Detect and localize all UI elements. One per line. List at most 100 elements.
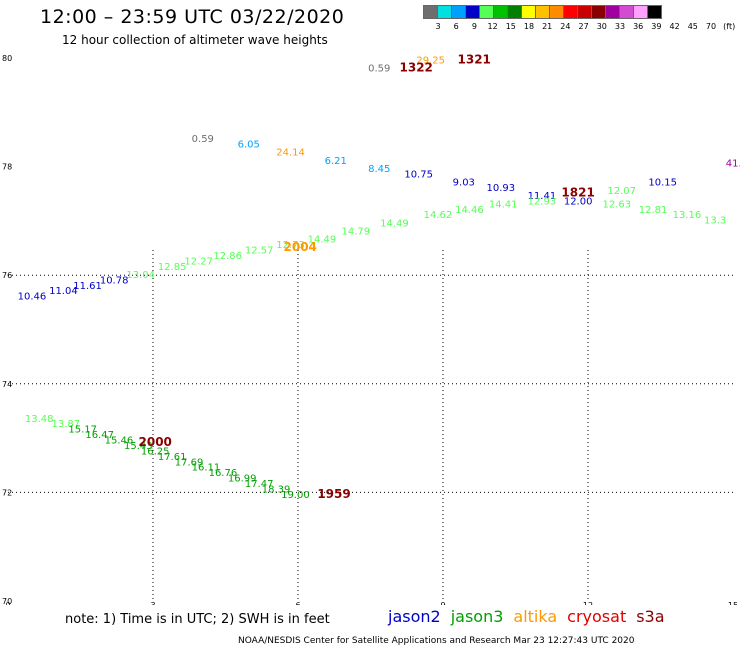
color-scale-label: (ft) — [723, 22, 736, 31]
wave-height-label: 16.11 — [192, 463, 221, 474]
wave-height-label: 13.87 — [52, 419, 81, 430]
legend-altika: altika — [513, 607, 558, 626]
color-scale-label: 70 — [705, 22, 717, 31]
wave-height-label: 10.15 — [648, 178, 677, 189]
color-scale-label: 15 — [505, 22, 516, 31]
y-tick-label: 74 — [2, 380, 12, 389]
footnote: note: 1) Time is in UTC; 2) SWH is in fe… — [65, 612, 330, 627]
wave-height-label: 13.04 — [126, 270, 155, 281]
pass-time-label: 1959 — [317, 487, 350, 501]
wave-height-label: 12.85 — [158, 262, 187, 273]
wave-height-label: 16.99 — [228, 474, 257, 485]
plot-grid — [8, 250, 733, 601]
wave-height-label: 24.14 — [276, 148, 305, 159]
wave-height-label: 10.75 — [404, 169, 433, 180]
wave-height-label: 16.76 — [209, 468, 238, 479]
wave-height-label: 12.73 — [276, 240, 305, 251]
color-scale-label: 39 — [651, 22, 662, 31]
color-scale-label: 42 — [669, 22, 680, 31]
wave-height-label: 12.57 — [245, 245, 274, 256]
wave-height-label: 18.39 — [262, 484, 291, 495]
pass-time-label: 1821 — [561, 185, 594, 199]
wave-height-label: 13.16 — [673, 210, 702, 221]
color-scale-label: 27 — [578, 22, 589, 31]
legend-jason3: jason3 — [450, 607, 504, 626]
wave-height-label: 29.25 — [416, 55, 445, 66]
axis-ticks: 0 3 6 9 12 15 70 72 74 76 78 80 — [2, 54, 738, 605]
color-scale-label: 33 — [614, 22, 626, 31]
wave-height-label: 13.48 — [25, 414, 54, 425]
y-tick-label: 78 — [2, 163, 12, 172]
wave-height-label: 9.03 — [453, 178, 475, 189]
chart-title: 12:00 – 23:59 UTC 03/22/2020 — [40, 6, 345, 28]
wave-height-label: 17.61 — [158, 452, 187, 463]
color-scale-label: 21 — [542, 22, 553, 31]
x-tick-label: 0 — [5, 601, 10, 605]
pass-time-label: 1322 — [400, 61, 433, 75]
x-tick-label: 9 — [440, 601, 445, 605]
wave-height-label: 6.21 — [325, 156, 347, 167]
wave-height-label: 11.04 — [49, 286, 78, 297]
wave-height-label: 19.00 — [281, 490, 310, 501]
wave-height-label: 15.46 — [105, 436, 134, 447]
credit-line: NOAA/NESDIS Center for Satellite Applica… — [238, 636, 635, 646]
wave-height-label: 11.61 — [73, 281, 102, 292]
color-scale-label: 30 — [596, 22, 607, 31]
wave-height-label: 12.63 — [603, 199, 632, 210]
x-tick-label: 12 — [583, 601, 593, 605]
color-scale-label: 12 — [487, 22, 498, 31]
color-scale-label: 6 — [453, 22, 459, 31]
legend-s3a: s3a — [636, 607, 665, 626]
color-scale-label: 18 — [523, 22, 535, 31]
pass-time-label: 1321 — [458, 52, 491, 66]
chart-subtitle: 12 hour collection of altimeter wave hei… — [62, 33, 328, 47]
wave-height-label: 16.25 — [141, 446, 170, 457]
wave-height-label: 10.93 — [487, 183, 516, 194]
color-scale-label: 36 — [633, 22, 644, 31]
wave-height-label: 41. — [726, 159, 740, 170]
wave-height-label: 0.59 — [192, 134, 214, 145]
wave-height-label: 14.46 — [455, 205, 484, 216]
wave-height-label: 12.27 — [184, 256, 213, 267]
wave-height-label: 14.49 — [380, 218, 409, 229]
wave-height-label: 14.49 — [308, 235, 337, 246]
wave-height-label: 14.41 — [489, 199, 518, 210]
pass-time-label: 2000 — [139, 435, 172, 449]
wave-height-plot: 0 3 6 9 12 15 70 72 74 76 78 80 0.59 29.25 0.59 6.05 24… — [2, 52, 740, 605]
wave-height-label: 15.43 — [124, 441, 153, 452]
wave-height-label: 8.45 — [368, 164, 390, 175]
wave-height-label: 12.00 — [564, 197, 593, 208]
color-scale-label: 24 — [560, 22, 571, 31]
legend-cryosat: cryosat — [567, 607, 627, 626]
wave-height-label: 14.79 — [342, 226, 371, 237]
y-tick-label: 80 — [2, 54, 12, 63]
wave-height-labels: 0.59 29.25 0.59 6.05 24.14 6.21 8.45 10.75 9.03 1… — [18, 52, 740, 500]
pass-time-label: 2004 — [284, 240, 317, 254]
x-tick-label: 15 — [728, 601, 738, 605]
wave-height-label: 10.78 — [100, 275, 129, 286]
wave-height-label: 15.17 — [68, 425, 97, 436]
color-swatch — [647, 5, 662, 19]
wave-height-label: 10.46 — [18, 292, 47, 303]
wave-height-label: 17.47 — [245, 479, 274, 490]
wave-height-label: 6.05 — [238, 140, 260, 151]
satellite-legend: jason2 jason3 altika cryosat s3a — [388, 607, 675, 626]
wave-height-label: 14.62 — [424, 210, 453, 221]
color-scale-labels: 3 6 9 12 15 18 21 24 27 30 33 36 39 42 45 70 (ft) — [423, 22, 740, 34]
color-scale-label: 9 — [471, 22, 477, 31]
x-tick-label: 6 — [295, 601, 300, 605]
wave-height-label: 12.86 — [213, 251, 242, 262]
wave-height-label: 12.93 — [528, 197, 557, 208]
y-tick-label: 76 — [2, 271, 12, 280]
x-tick-label: 3 — [150, 601, 155, 605]
wave-height-label: 13.3 — [704, 216, 726, 227]
color-scale-label: 3 — [435, 22, 441, 31]
color-scale-bar — [423, 5, 662, 24]
wave-height-label: 0.59 — [368, 64, 390, 75]
wave-height-label: 12.81 — [639, 205, 668, 216]
wave-height-label: 16.47 — [85, 430, 114, 441]
y-tick-label: 72 — [2, 488, 12, 497]
wave-height-label: 17.69 — [175, 457, 204, 468]
legend-jason2: jason2 — [388, 607, 441, 626]
wave-height-label: 12.07 — [607, 186, 636, 197]
